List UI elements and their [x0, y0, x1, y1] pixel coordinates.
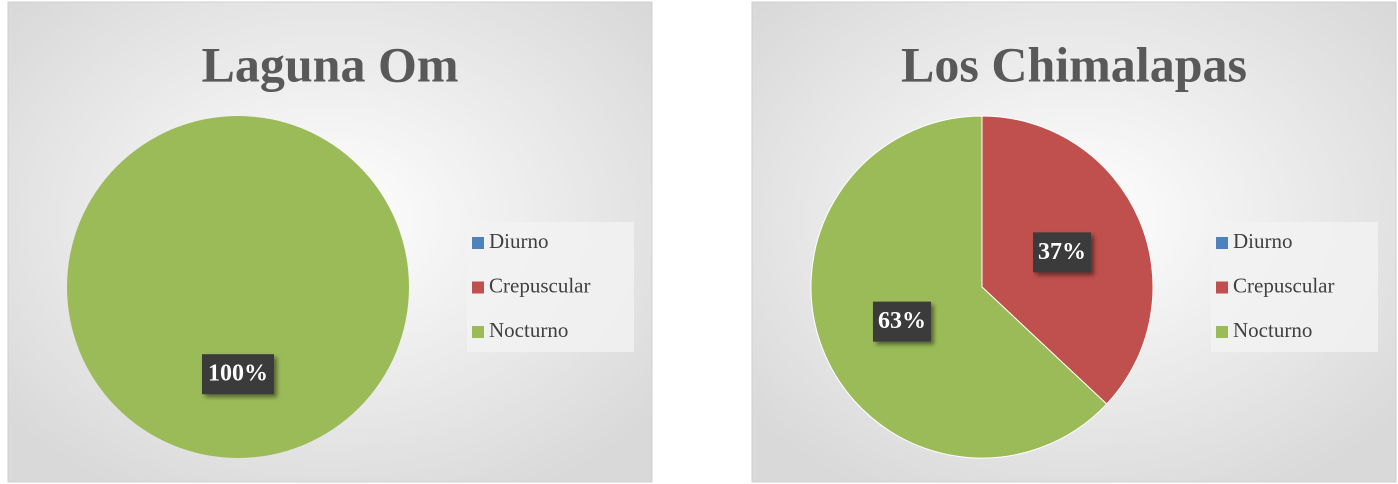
legend-swatch: [472, 237, 484, 249]
legend-swatch: [472, 281, 484, 294]
legend-label: Nocturno: [489, 318, 568, 342]
legend-label: Diurno: [1233, 229, 1293, 253]
chart-title: Laguna Om: [201, 36, 458, 92]
legend-swatch: [1216, 281, 1228, 294]
pie-slice: [810, 115, 1108, 459]
legend-label: Diurno: [489, 229, 549, 253]
legend-box: [1211, 222, 1378, 352]
legend-swatch: [1216, 237, 1228, 249]
data-label: 100%: [208, 361, 268, 387]
legend-swatch: [472, 326, 484, 338]
chart: Laguna Om 100% Diurno Crepuscular Nocturno: [7, 1, 653, 483]
chart: Los Chimalapas 37% 63% Diurno Crepuscular Noc…: [751, 1, 1397, 483]
legend-swatch: [1216, 326, 1228, 338]
data-label: 37%: [1038, 239, 1086, 265]
data-label-box: [1033, 232, 1092, 273]
data-label: 63%: [878, 308, 926, 334]
legend-label: Crepuscular: [489, 273, 590, 297]
legend-label: Crepuscular: [1233, 273, 1334, 297]
data-label-box: [872, 301, 931, 342]
data-label-box: [202, 354, 274, 395]
chart-title: Los Chimalapas: [901, 36, 1247, 92]
legend-box: [467, 222, 634, 352]
legend-label: Nocturno: [1233, 318, 1312, 342]
pie-slice: [67, 116, 409, 458]
